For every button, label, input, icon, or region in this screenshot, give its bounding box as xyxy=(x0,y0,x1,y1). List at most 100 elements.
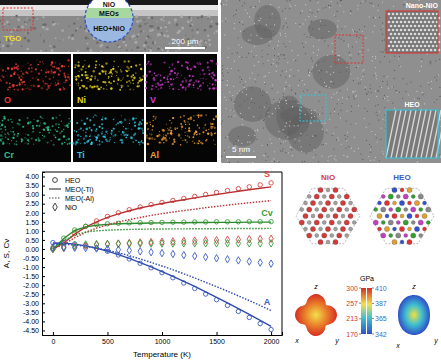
tem-noise xyxy=(331,80,332,81)
sem-grain xyxy=(21,26,24,29)
eds-signal xyxy=(185,124,187,126)
tem-noise xyxy=(417,98,418,99)
eds-label: Ti xyxy=(77,150,85,160)
eds-signal xyxy=(98,88,100,90)
eds-signal xyxy=(176,77,177,78)
eds-signal xyxy=(2,136,3,137)
tem-noise xyxy=(285,100,286,101)
eds-signal xyxy=(83,122,86,125)
tem-noise xyxy=(356,31,357,32)
tem-noise xyxy=(374,25,375,26)
tem-noise xyxy=(276,66,277,67)
tem-noise xyxy=(410,81,411,82)
eds-signal xyxy=(21,138,23,140)
eds-signal xyxy=(107,133,108,134)
sem-grain xyxy=(40,50,42,52)
sem-grain xyxy=(160,18,163,21)
tem-noise xyxy=(286,100,287,101)
eds-signal xyxy=(202,82,204,84)
tem-noise xyxy=(364,26,365,27)
tem-noise xyxy=(274,48,275,49)
tem-noise xyxy=(329,119,330,120)
tem-noise xyxy=(320,70,321,71)
eds-signal xyxy=(177,73,178,74)
eds-signal xyxy=(104,134,106,136)
eds-signal xyxy=(104,70,106,72)
eds-signal xyxy=(109,71,112,74)
eds-signal xyxy=(11,140,12,141)
tem-noise xyxy=(267,111,268,112)
tem-noise xyxy=(421,61,422,62)
tem-noise xyxy=(285,18,286,19)
tem-noise xyxy=(305,53,306,54)
tem-noise xyxy=(349,65,350,66)
eds-signal xyxy=(139,64,141,66)
eds-signal xyxy=(67,74,69,76)
eds-signal xyxy=(42,135,43,136)
tem-noise xyxy=(279,98,280,99)
tem-noise xyxy=(263,120,264,121)
tem-noise xyxy=(337,137,338,138)
tem-noise xyxy=(317,55,318,56)
eds-signal xyxy=(187,135,189,137)
tem-noise xyxy=(232,53,233,54)
tem-noise xyxy=(244,100,245,101)
eds-signal xyxy=(122,78,123,79)
eds-signal xyxy=(100,87,102,89)
tem-noise xyxy=(351,11,352,12)
eds-signal xyxy=(32,127,34,129)
eds-signal xyxy=(43,63,44,64)
eds-signal xyxy=(169,120,170,121)
eds-signal xyxy=(102,131,103,132)
tem-noise xyxy=(358,105,359,106)
sem-grain xyxy=(43,41,45,43)
eds-signal xyxy=(103,88,105,90)
eds-signal xyxy=(150,133,152,135)
eds-signal xyxy=(129,89,130,90)
tem-noise xyxy=(348,146,349,147)
eds-signal xyxy=(132,141,134,143)
tem-noise xyxy=(356,95,357,96)
eds-signal xyxy=(37,86,38,87)
eds-signal xyxy=(174,127,176,129)
eds-signal xyxy=(196,142,198,144)
tem-noise xyxy=(375,157,376,158)
eds-signal xyxy=(102,66,104,68)
eds-signal xyxy=(198,127,200,129)
tem-noise xyxy=(398,65,399,66)
tem-noise xyxy=(254,102,255,103)
tem-noise xyxy=(376,78,377,79)
eds-signal xyxy=(177,128,178,129)
eds-signal xyxy=(167,75,169,77)
eds-signal xyxy=(151,85,153,87)
eds-signal xyxy=(123,126,124,127)
eds-signal xyxy=(204,125,205,126)
eds-signal xyxy=(63,129,65,131)
tem-noise xyxy=(354,151,355,152)
tem-noise xyxy=(234,102,235,103)
eds-signal xyxy=(152,120,153,121)
eds-signal xyxy=(91,129,93,131)
tem-noise xyxy=(375,75,376,76)
eds-signal xyxy=(39,61,41,63)
sem-grain xyxy=(25,33,26,34)
eds-signal xyxy=(130,88,131,89)
eds-signal xyxy=(168,129,170,131)
tem-noise xyxy=(309,27,310,28)
tem-noise xyxy=(249,162,250,163)
tem-noise xyxy=(324,40,325,41)
eds-signal xyxy=(1,68,2,69)
eds-signal xyxy=(195,131,197,133)
sem-grain xyxy=(76,28,78,30)
tem-noise xyxy=(277,45,278,46)
eds-signal xyxy=(193,65,195,67)
tem-noise xyxy=(338,59,339,60)
eds-signal xyxy=(65,79,67,81)
eds-signal xyxy=(36,120,38,122)
tem-noise xyxy=(292,106,293,107)
eds-signal xyxy=(197,125,198,126)
tem-noise xyxy=(268,60,269,61)
eds-signal xyxy=(161,87,162,88)
eds-signal xyxy=(127,128,128,129)
sem-grain xyxy=(180,15,183,18)
